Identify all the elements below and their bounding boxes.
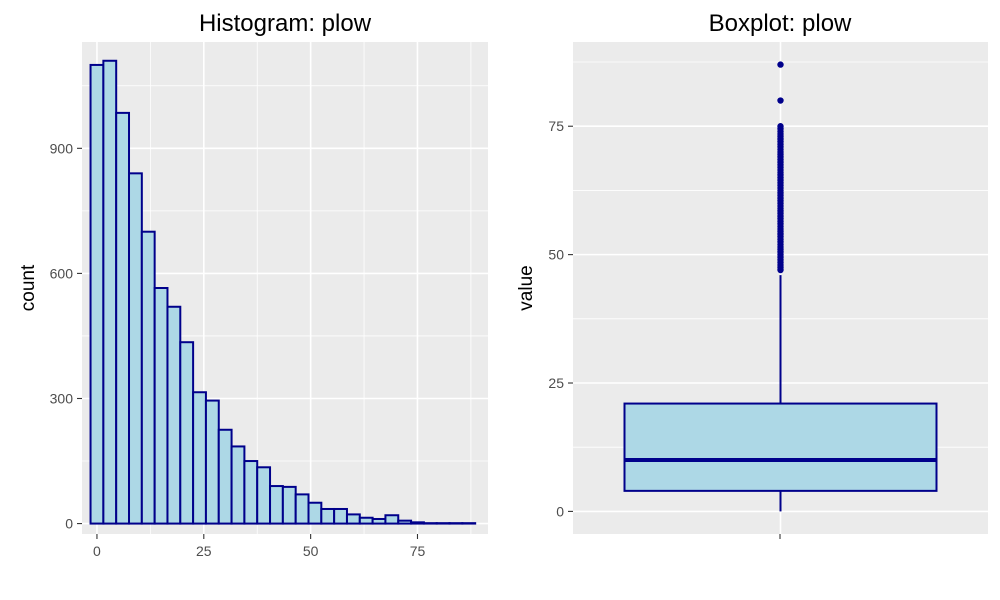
histogram-bar — [269, 485, 284, 525]
histogram-bar — [307, 501, 323, 525]
histogram-x-tick-label: 75 — [410, 543, 426, 559]
boxplot-outlier-point — [777, 61, 784, 68]
boxplot-y-axis-title: value — [516, 265, 537, 310]
histogram-bar — [384, 514, 400, 525]
histogram-bars — [89, 59, 477, 525]
histogram-bar — [333, 507, 348, 525]
boxplot-title: Boxplot: plow — [709, 10, 852, 37]
histogram-bar — [115, 111, 131, 525]
histogram-bar — [204, 399, 220, 525]
histogram-bar — [166, 305, 182, 525]
histogram-bar — [192, 391, 207, 525]
histogram-bar — [358, 516, 374, 525]
histogram-y-axis-title: count — [18, 264, 39, 311]
histogram-bar — [140, 230, 156, 525]
histogram-bar — [217, 428, 233, 525]
histogram-bar — [89, 63, 105, 525]
histogram-bar — [294, 493, 310, 525]
boxplot-outlier-point — [777, 97, 784, 104]
histogram-bar — [128, 172, 143, 525]
histogram-bar — [102, 59, 118, 525]
histogram-title: Histogram: plow — [199, 10, 372, 37]
histogram-x-axis: 0 25 50 75 — [93, 534, 425, 559]
boxplot-outlier-point — [777, 123, 784, 130]
histogram-bar — [410, 521, 425, 525]
histogram-bar — [153, 287, 169, 525]
histogram-bar — [397, 519, 413, 525]
boxplot-y-tick-label: 75 — [548, 118, 564, 134]
boxplot-y-axis: 0 25 50 75 — [548, 118, 573, 519]
histogram-bar — [281, 485, 297, 525]
histogram-panel: Histogram: plow 0 25 50 75 0 300 600 900 count — [18, 10, 488, 559]
histogram-y-tick-label: 900 — [50, 140, 74, 156]
boxplot-box — [623, 402, 938, 492]
boxplot-y-tick-label: 25 — [548, 375, 564, 391]
histogram-y-tick-label: 600 — [50, 265, 74, 281]
histogram-bar — [320, 507, 336, 525]
boxplot-marks — [623, 61, 938, 512]
boxplot-y-tick-label: 0 — [556, 503, 564, 519]
histogram-bar — [371, 517, 387, 525]
histogram-bar — [179, 341, 195, 525]
histogram-x-tick-label: 0 — [93, 543, 101, 559]
boxplot-panel: Boxplot: plow 0 25 50 75 value — [516, 10, 988, 539]
histogram-x-tick-label: 25 — [196, 543, 212, 559]
boxplot-y-tick-label: 50 — [548, 247, 564, 263]
histogram-bar — [230, 445, 246, 525]
histogram-x-tick-label: 50 — [303, 543, 319, 559]
histogram-bar — [345, 513, 361, 525]
histogram-bar — [243, 460, 259, 525]
histogram-bar — [256, 466, 272, 525]
histogram-y-tick-label: 300 — [50, 390, 74, 406]
histogram-y-tick-label: 0 — [65, 516, 73, 532]
histogram-y-axis: 0 300 600 900 — [50, 140, 82, 532]
